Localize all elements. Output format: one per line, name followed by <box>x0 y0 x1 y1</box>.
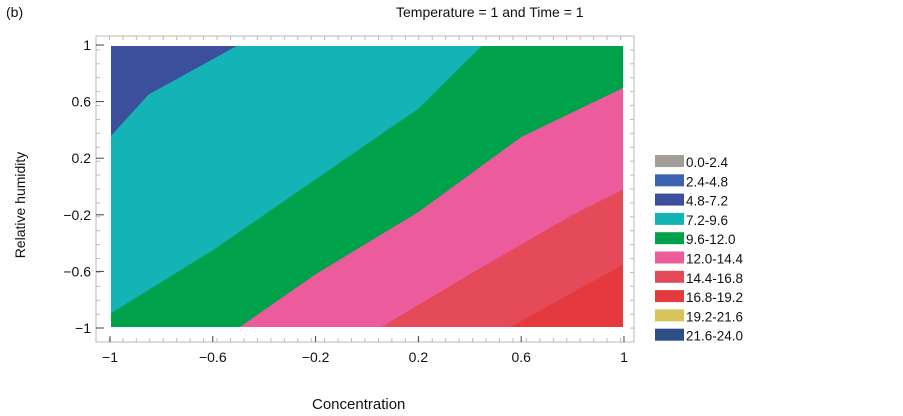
y-tick-label: −1 <box>75 320 91 336</box>
legend-label: 9.6-12.0 <box>686 232 736 247</box>
legend-swatch <box>655 174 684 187</box>
legend-label: 0.0-2.4 <box>686 155 729 170</box>
legend-label: 12.0-14.4 <box>686 252 744 267</box>
x-tick-label: 0.2 <box>409 349 429 365</box>
legend-label: 7.2-9.6 <box>686 213 728 228</box>
legend-swatch <box>655 251 684 264</box>
y-tick-label: −0.6 <box>63 263 91 279</box>
legend-label: 14.4-16.8 <box>686 271 743 286</box>
legend-swatch <box>655 232 684 245</box>
legend-swatch <box>655 328 684 341</box>
x-tick-label: −0.2 <box>302 349 330 365</box>
x-tick-label: −1 <box>102 349 118 365</box>
legend-label: 19.2-21.6 <box>686 309 743 324</box>
x-tick-label: 1 <box>620 349 628 365</box>
chart-title: Temperature = 1 and Time = 1 <box>396 4 584 20</box>
legend-label: 4.8-7.2 <box>686 194 728 209</box>
legend-swatch <box>655 309 684 322</box>
legend-swatch <box>655 212 684 225</box>
legend-label: 21.6-24.0 <box>686 329 743 344</box>
legend-label: 2.4-4.8 <box>686 174 728 189</box>
y-tick-label: −0.2 <box>63 207 91 223</box>
legend-swatch <box>655 270 684 283</box>
legend-swatch <box>655 290 684 303</box>
y-tick-label: 0.2 <box>72 150 92 166</box>
y-tick-label: 1 <box>83 37 91 53</box>
contour-region-16.8-19.2 <box>508 264 624 328</box>
panel-label: (b) <box>6 4 24 20</box>
legend-swatch <box>655 155 684 167</box>
legend-label: 16.8-19.2 <box>686 290 743 305</box>
contour-region-14.4-16.8 <box>379 189 624 328</box>
y-tick-label: 0.6 <box>72 94 92 110</box>
x-tick-label: −0.6 <box>199 349 227 365</box>
plot-area-border <box>109 44 625 329</box>
x-axis-label: Concentration <box>312 396 406 413</box>
legend-swatch <box>655 193 684 206</box>
x-tick-label: 0.6 <box>511 349 531 365</box>
